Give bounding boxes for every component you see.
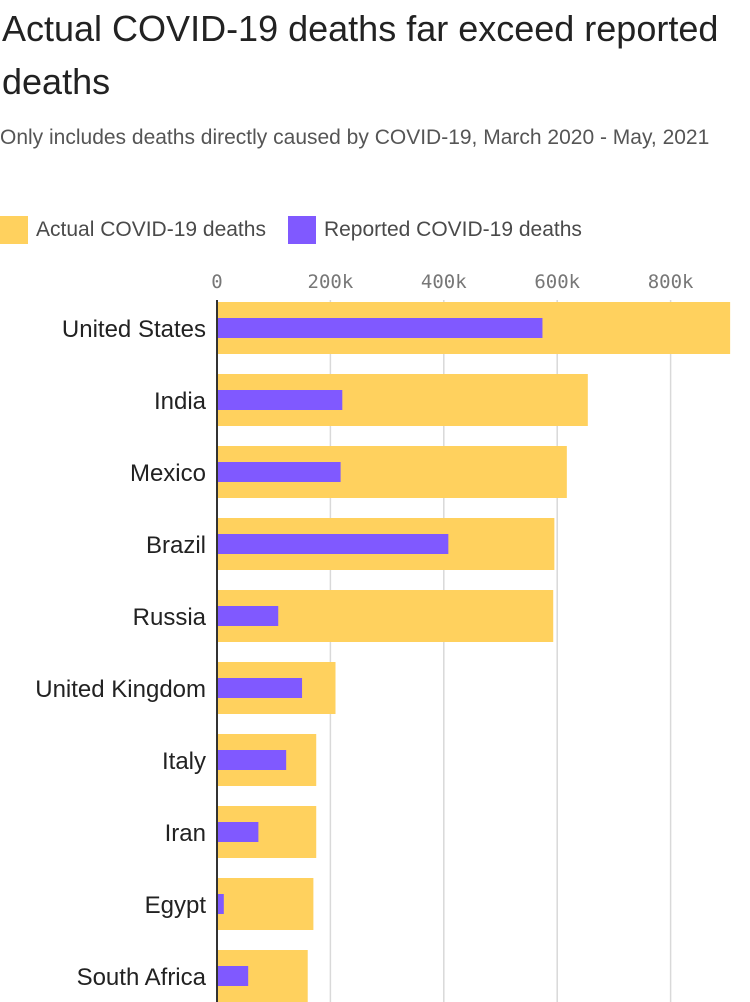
category-label: India (154, 388, 207, 415)
bar-reported (217, 894, 224, 914)
x-tick-label: 200k (308, 271, 354, 293)
legend-label-reported: Reported COVID-19 deaths (323, 218, 582, 241)
x-tick-label: 800k (648, 271, 694, 293)
bar-reported (217, 534, 449, 554)
bar-reported (217, 462, 341, 482)
legend-item-reported: Reported COVID-19 deaths (287, 216, 582, 244)
category-label: Russia (133, 604, 207, 631)
bar-reported (217, 318, 543, 338)
category-label: Egypt (145, 892, 207, 919)
chart-title: Actual COVID-19 deaths far exceed report… (2, 8, 719, 102)
x-tick-label: 400k (421, 271, 467, 293)
category-label: Mexico (130, 460, 206, 487)
legend: Actual COVID-19 deaths Reported COVID-19… (0, 214, 604, 246)
bar-reported (217, 678, 303, 698)
category-label: Iran (165, 820, 206, 847)
x-tick-label: 0 (211, 271, 222, 293)
bar-actual (217, 878, 314, 930)
category-label: United Kingdom (35, 676, 206, 703)
legend-item-actual: Actual COVID-19 deaths (0, 216, 266, 244)
bar-reported (217, 822, 259, 842)
bar-reported (217, 390, 343, 410)
category-label: South Africa (77, 964, 207, 991)
legend-swatch-actual (0, 216, 28, 244)
category-label: Brazil (146, 532, 206, 559)
legend-swatch-reported (287, 216, 316, 244)
x-tick-label: 600k (534, 271, 580, 293)
category-label: United States (62, 316, 206, 343)
bar-reported (217, 966, 249, 986)
chart-subtitle: Only includes deaths directly caused by … (0, 126, 710, 149)
legend-label-actual: Actual COVID-19 deaths (36, 218, 266, 241)
category-label: Italy (162, 748, 206, 775)
bar-reported (217, 750, 287, 770)
bar-reported (217, 606, 279, 626)
